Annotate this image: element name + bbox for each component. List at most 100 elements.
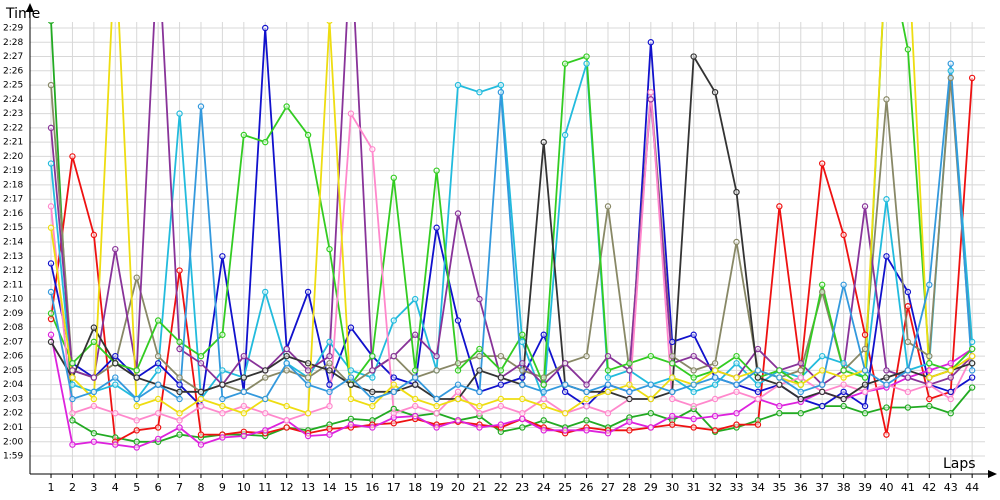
- x-tick-label: 11: [258, 481, 272, 494]
- lap-point: [154, 410, 162, 417]
- lap-point: [711, 427, 719, 434]
- lap-point: [112, 381, 119, 388]
- lap-point: [968, 374, 976, 381]
- lap-point: [754, 381, 762, 388]
- lap-point: [754, 345, 762, 353]
- lap-point: [926, 381, 933, 388]
- lap-point: [197, 402, 205, 410]
- lap-point: [176, 424, 183, 431]
- lap-point: [733, 238, 740, 246]
- lap-point: [497, 381, 505, 388]
- lap-point: [561, 381, 569, 388]
- lap-point: [133, 444, 140, 451]
- lap-point: [262, 395, 269, 403]
- lap-point: [133, 438, 140, 445]
- lap-point: [283, 345, 290, 353]
- lap-point: [797, 381, 804, 388]
- lap-point: [219, 402, 226, 410]
- lap-point: [861, 410, 869, 417]
- lap-point: [540, 388, 547, 396]
- lap-point: [626, 381, 633, 388]
- lap-point: [754, 374, 762, 381]
- lap-point: [669, 395, 676, 403]
- x-tick-label: 3: [90, 481, 97, 494]
- y-tick-label: 2:13: [3, 252, 23, 262]
- lap-point: [883, 96, 890, 103]
- lap-point: [519, 395, 526, 403]
- lap-point: [497, 352, 505, 360]
- lap-point: [283, 352, 290, 360]
- lap-point: [861, 367, 869, 374]
- lap-point: [861, 388, 869, 396]
- lap-point: [519, 360, 526, 367]
- lap-point: [883, 367, 890, 374]
- lap-point: [904, 46, 912, 53]
- lap-point: [262, 288, 269, 296]
- lap-point: [690, 381, 697, 388]
- lap-point: [519, 338, 526, 346]
- lap-point: [604, 367, 612, 374]
- y-tick-label: 2:05: [3, 366, 23, 376]
- lap-point: [347, 374, 355, 381]
- lap-point: [283, 417, 290, 424]
- lap-point: [968, 345, 976, 353]
- lap-point: [561, 360, 569, 367]
- lap-point: [454, 360, 462, 367]
- lap-point: [326, 381, 333, 388]
- series-line: [50, 63, 973, 401]
- lap-point: [540, 402, 547, 410]
- x-tick-label: 5: [133, 481, 140, 494]
- lap-point: [926, 374, 933, 381]
- lap-point: [47, 315, 55, 323]
- lap-point: [604, 388, 612, 396]
- lap-point: [219, 410, 226, 417]
- lap-point: [968, 338, 976, 346]
- lap-point: [926, 402, 933, 410]
- lap-point: [390, 374, 397, 381]
- y-tick-label: 2:01: [3, 423, 23, 433]
- x-tick-label: 34: [751, 481, 765, 494]
- lap-point: [883, 196, 890, 203]
- lap-point: [926, 395, 933, 403]
- lap-point: [90, 402, 98, 410]
- lap-point: [497, 402, 505, 410]
- lap-point: [476, 424, 483, 431]
- lap-point: [390, 174, 397, 182]
- lap-point: [411, 381, 419, 388]
- lap-point: [711, 381, 719, 388]
- y-tick-label: 2:08: [3, 323, 23, 333]
- lap-point: [904, 288, 912, 296]
- lap-point: [219, 395, 226, 403]
- lap-point: [647, 410, 655, 417]
- lap-point: [411, 412, 419, 420]
- lap-point: [433, 367, 440, 374]
- lap-point: [433, 167, 440, 174]
- lap-point: [968, 360, 976, 367]
- lap-point: [840, 395, 847, 403]
- lap-point: [647, 352, 655, 360]
- y-tick-label: 2:22: [3, 123, 23, 133]
- lap-point: [626, 418, 633, 425]
- lap-point: [90, 429, 98, 437]
- lap-point: [90, 395, 98, 403]
- lap-point: [369, 388, 376, 396]
- lap-point: [840, 388, 847, 396]
- lap-point: [176, 338, 183, 346]
- lap-point: [154, 395, 162, 403]
- x-axis-arrow: [988, 470, 997, 478]
- y-tick-label: 2:06: [3, 352, 23, 362]
- lap-point: [883, 253, 890, 260]
- lap-point: [776, 203, 783, 210]
- lap-point: [519, 331, 526, 338]
- lap-point: [304, 432, 312, 440]
- lap-point: [69, 360, 76, 367]
- lap-point: [840, 381, 847, 388]
- lap-point: [711, 367, 719, 374]
- lap-point: [968, 352, 976, 360]
- lap-point: [454, 395, 462, 403]
- series-line: [50, 22, 973, 415]
- lap-point: [540, 395, 547, 403]
- x-tick-label: 20: [451, 481, 465, 494]
- lap-point: [476, 88, 483, 96]
- lap-point: [626, 360, 633, 367]
